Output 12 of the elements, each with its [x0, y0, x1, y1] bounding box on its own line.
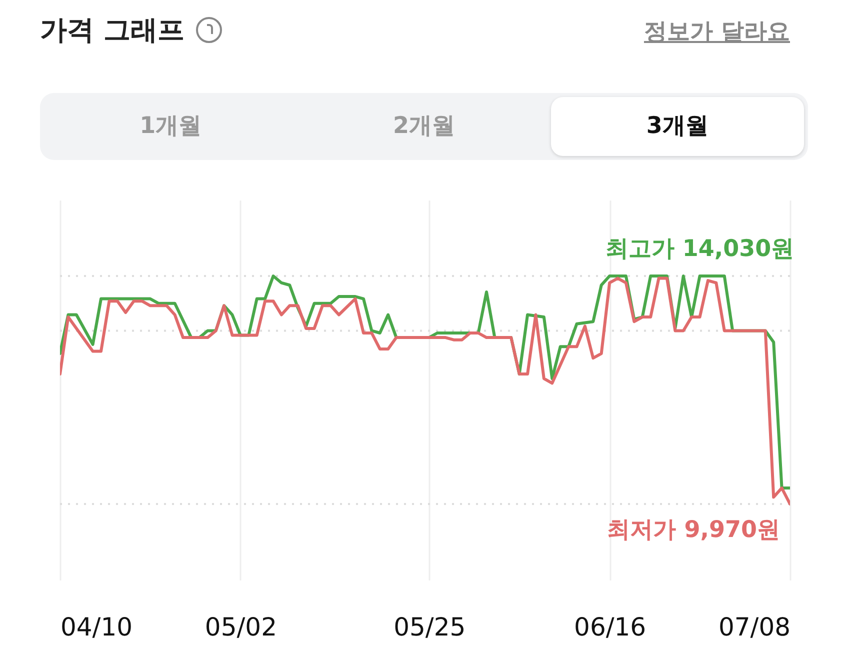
x-tick-label: 05/02	[204, 612, 277, 642]
annotation: 최고가 14,030원	[605, 236, 794, 262]
x-tick-label: 04/10	[60, 612, 133, 642]
x-tick-label: 06/16	[574, 612, 646, 642]
x-tick-label: 05/25	[394, 612, 466, 642]
chart-title: 가격 그래프	[40, 14, 184, 48]
x-tick-label: 07/08	[718, 612, 790, 642]
annotation: 최저가 9,970원	[607, 517, 780, 543]
text: 1개월	[138, 112, 203, 141]
text: 3개월	[550, 97, 804, 156]
text: 2개월	[392, 112, 456, 141]
text: 정보가 달라요	[644, 18, 790, 47]
